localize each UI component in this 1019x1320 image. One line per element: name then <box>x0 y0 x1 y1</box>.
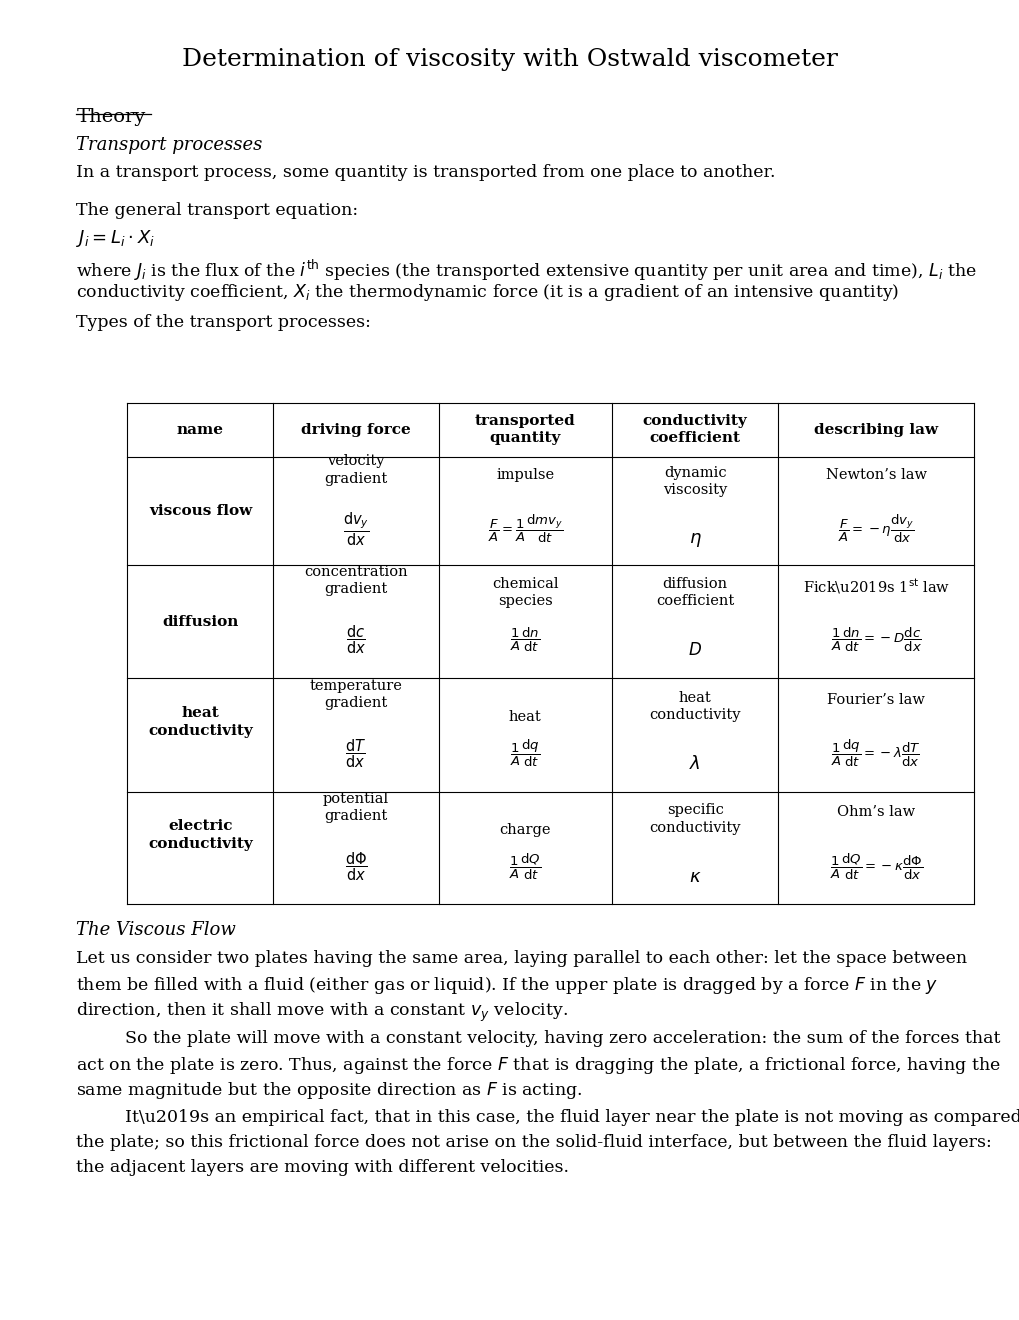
Text: $J_i = L_i \cdot X_i$: $J_i = L_i \cdot X_i$ <box>76 228 155 249</box>
Text: temperature
gradient: temperature gradient <box>309 678 403 710</box>
Text: $\dfrac{1}{A}\dfrac{\mathrm{d}n}{\mathrm{d}t} = -D\dfrac{\mathrm{d}c}{\mathrm{d}: $\dfrac{1}{A}\dfrac{\mathrm{d}n}{\mathrm… <box>829 626 921 655</box>
Text: heat: heat <box>508 710 541 723</box>
Text: Determination of viscosity with Ostwald viscometer: Determination of viscosity with Ostwald … <box>181 48 838 70</box>
Text: Theory: Theory <box>76 108 146 127</box>
Text: act on the plate is zero. Thus, against the force $F$ that is dragging the plate: act on the plate is zero. Thus, against … <box>76 1055 1001 1076</box>
Text: describing law: describing law <box>813 422 937 437</box>
Text: $\dfrac{\mathrm{d}c}{\mathrm{d}x}$: $\dfrac{\mathrm{d}c}{\mathrm{d}x}$ <box>345 624 366 656</box>
Text: charge: charge <box>499 822 550 837</box>
Text: the adjacent layers are moving with different velocities.: the adjacent layers are moving with diff… <box>76 1159 569 1176</box>
Text: $\dfrac{1}{A}\dfrac{\mathrm{d}n}{\mathrm{d}t}$: $\dfrac{1}{A}\dfrac{\mathrm{d}n}{\mathrm… <box>510 626 540 655</box>
Text: $\dfrac{\mathrm{d}\Phi}{\mathrm{d}x}$: $\dfrac{\mathrm{d}\Phi}{\mathrm{d}x}$ <box>344 850 367 883</box>
Text: viscous flow: viscous flow <box>149 504 252 517</box>
Text: driving force: driving force <box>301 422 411 437</box>
Text: $\kappa$: $\kappa$ <box>688 869 701 886</box>
Text: conductivity coefficient, $X_i$ the thermodynamic force (it is a gradient of an : conductivity coefficient, $X_i$ the ther… <box>76 282 899 304</box>
Text: Types of the transport processes:: Types of the transport processes: <box>76 314 371 331</box>
Text: The general transport equation:: The general transport equation: <box>76 202 359 219</box>
Text: $\dfrac{\mathrm{d}T}{\mathrm{d}x}$: $\dfrac{\mathrm{d}T}{\mathrm{d}x}$ <box>345 738 366 770</box>
Text: conductivity
coefficient: conductivity coefficient <box>642 414 747 445</box>
Text: Fourier’s law: Fourier’s law <box>826 693 924 706</box>
Text: Transport processes: Transport processes <box>76 136 263 154</box>
Text: diffusion: diffusion <box>162 615 238 628</box>
Text: heat
conductivity: heat conductivity <box>148 706 253 738</box>
Text: $\dfrac{1}{A}\dfrac{\mathrm{d}Q}{\mathrm{d}t} = -\kappa\dfrac{\mathrm{d}\Phi}{\m: $\dfrac{1}{A}\dfrac{\mathrm{d}Q}{\mathrm… <box>828 851 922 882</box>
Text: $\lambda$: $\lambda$ <box>689 755 700 774</box>
Text: $\dfrac{F}{A} = \dfrac{1}{A}\dfrac{\mathrm{d}mv_y}{\mathrm{d}t}$: $\dfrac{F}{A} = \dfrac{1}{A}\dfrac{\math… <box>487 513 562 545</box>
Text: Ohm’s law: Ohm’s law <box>837 805 914 820</box>
Text: electric
conductivity: electric conductivity <box>148 820 253 850</box>
Text: chemical
species: chemical species <box>491 577 558 609</box>
Text: The Viscous Flow: The Viscous Flow <box>76 921 236 940</box>
Text: specific
conductivity: specific conductivity <box>649 804 740 834</box>
Text: Fick\u2019s 1$^{\mathrm{st}}$ law: Fick\u2019s 1$^{\mathrm{st}}$ law <box>802 577 949 595</box>
Text: $\dfrac{1}{A}\dfrac{\mathrm{d}Q}{\mathrm{d}t}$: $\dfrac{1}{A}\dfrac{\mathrm{d}Q}{\mathrm… <box>508 851 541 882</box>
Text: In a transport process, some quantity is transported from one place to another.: In a transport process, some quantity is… <box>76 164 775 181</box>
Text: Newton’s law: Newton’s law <box>824 469 926 482</box>
Text: $\dfrac{F}{A} = -\eta\dfrac{\mathrm{d}v_y}{\mathrm{d}x}$: $\dfrac{F}{A} = -\eta\dfrac{\mathrm{d}v_… <box>838 513 913 545</box>
Text: $\dfrac{1}{A}\dfrac{\mathrm{d}q}{\mathrm{d}t} = -\lambda\dfrac{\mathrm{d}T}{\mat: $\dfrac{1}{A}\dfrac{\mathrm{d}q}{\mathrm… <box>830 738 920 770</box>
Text: where $J_i$ is the flux of the $i^{\mathrm{th}}$ species (the transported extens: where $J_i$ is the flux of the $i^{\math… <box>76 257 976 282</box>
Text: name: name <box>176 422 224 437</box>
Text: dynamic
viscosity: dynamic viscosity <box>662 466 727 498</box>
Text: direction, then it shall move with a constant $v_y$ velocity.: direction, then it shall move with a con… <box>76 1001 568 1024</box>
Text: same magnitude but the opposite direction as $F$ is acting.: same magnitude but the opposite directio… <box>76 1080 582 1101</box>
Text: heat
conductivity: heat conductivity <box>649 690 740 722</box>
Text: So the plate will move with a constant velocity, having zero acceleration: the s: So the plate will move with a constant v… <box>125 1030 1000 1047</box>
Text: $\eta$: $\eta$ <box>688 531 701 549</box>
Text: the plate; so this frictional force does not arise on the solid-fluid interface,: the plate; so this frictional force does… <box>76 1134 991 1151</box>
Text: $\dfrac{1}{A}\dfrac{\mathrm{d}q}{\mathrm{d}t}$: $\dfrac{1}{A}\dfrac{\mathrm{d}q}{\mathrm… <box>510 738 540 770</box>
Text: diffusion
coefficient: diffusion coefficient <box>655 577 734 609</box>
Text: $\dfrac{\mathrm{d}v_y}{\mathrm{d}x}$: $\dfrac{\mathrm{d}v_y}{\mathrm{d}x}$ <box>342 511 369 548</box>
Text: Let us consider two plates having the same area, laying parallel to each other: : Let us consider two plates having the sa… <box>76 950 967 968</box>
Text: It\u2019s an empirical fact, that in this case, the fluid layer near the plate i: It\u2019s an empirical fact, that in thi… <box>125 1109 1019 1126</box>
Text: $D$: $D$ <box>688 643 701 659</box>
Text: impulse: impulse <box>496 469 553 482</box>
Text: them be filled with a fluid (either gas or liquid). If the upper plate is dragge: them be filled with a fluid (either gas … <box>76 975 937 997</box>
Text: potential
gradient: potential gradient <box>323 792 388 822</box>
Text: transported
quantity: transported quantity <box>475 414 575 445</box>
Text: concentration
gradient: concentration gradient <box>304 565 408 597</box>
Text: velocity
gradient: velocity gradient <box>324 454 387 486</box>
